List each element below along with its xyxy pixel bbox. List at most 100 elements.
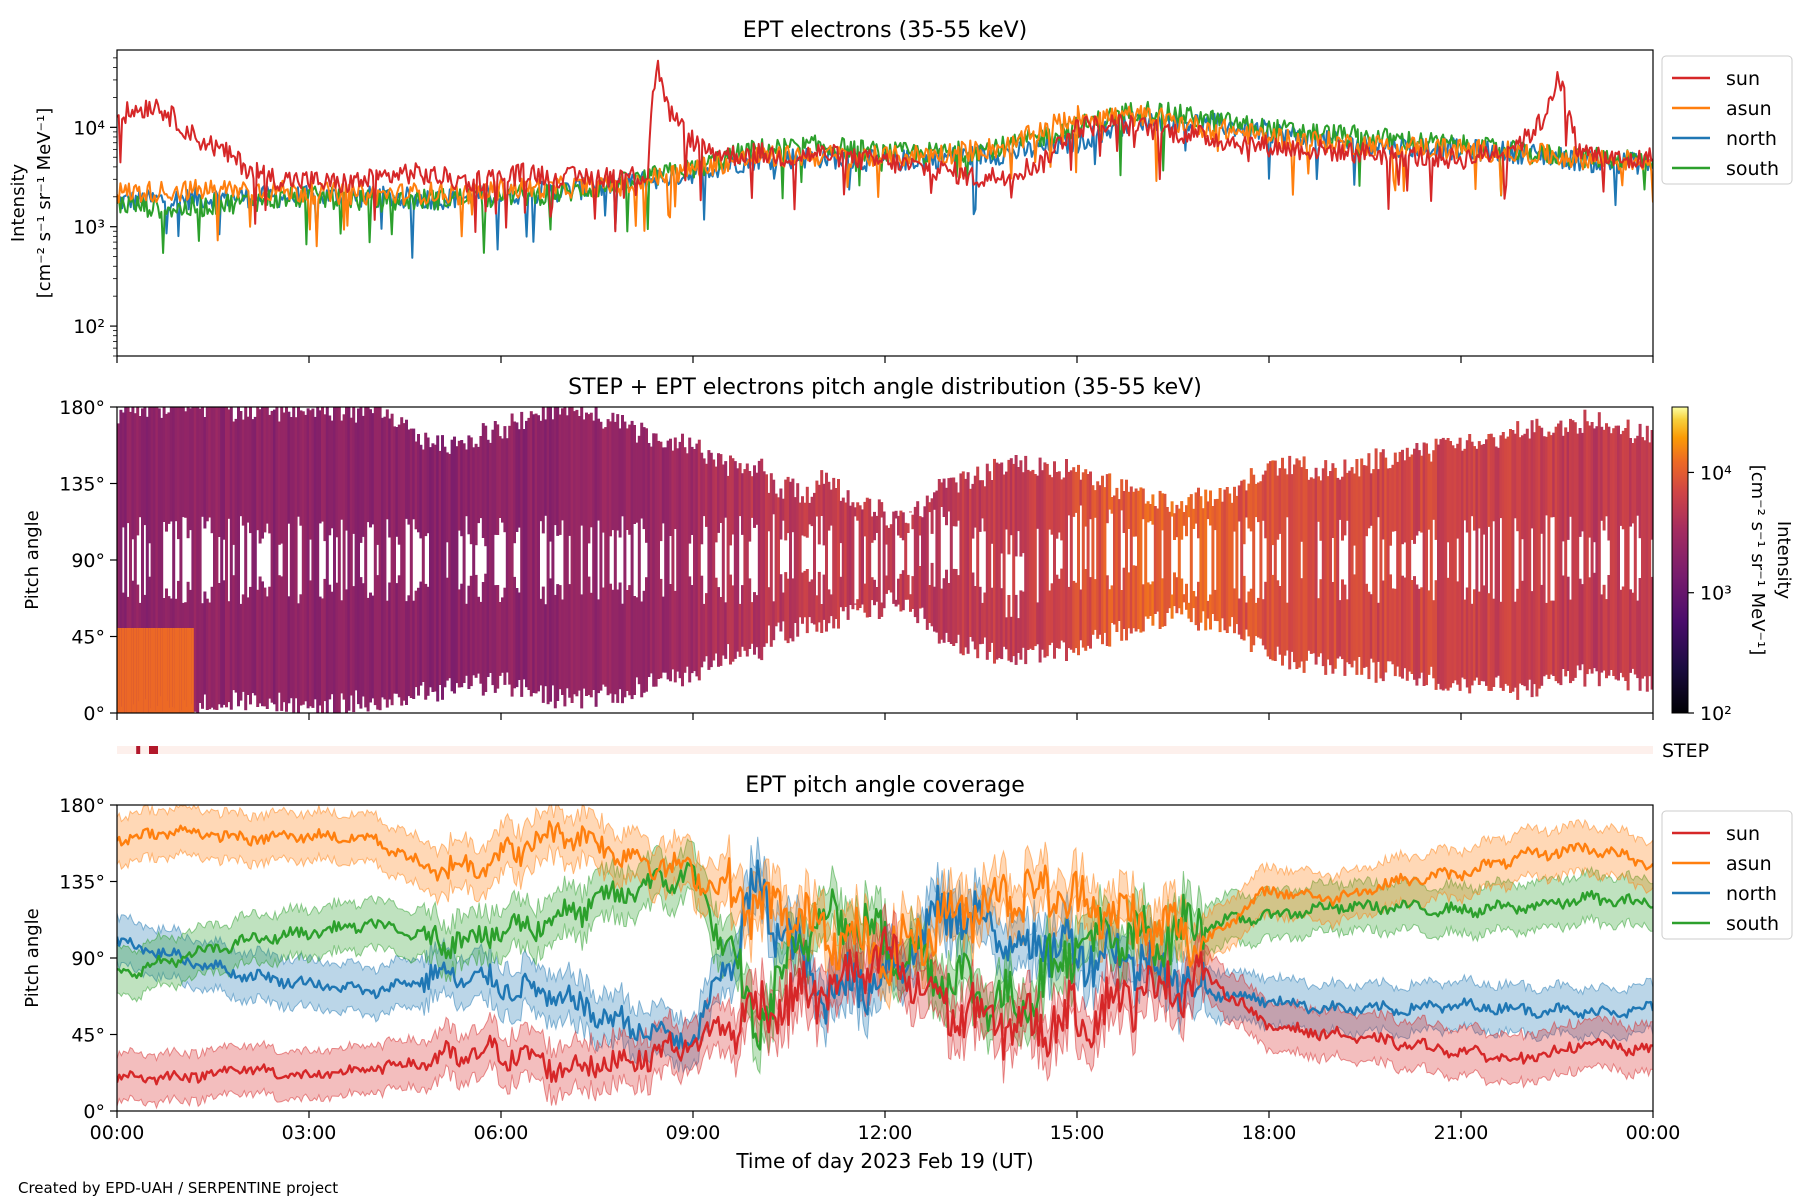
heatmap-cell <box>1629 438 1632 527</box>
heatmap-cell <box>1297 460 1301 668</box>
heatmap-cell <box>829 489 833 526</box>
heatmap-cell <box>630 420 634 700</box>
heatmap-cell <box>201 407 204 517</box>
heatmap-cell <box>359 577 363 709</box>
heatmap-cell <box>1009 616 1013 663</box>
heatmap-cell <box>702 603 706 662</box>
heatmap-cell <box>1554 426 1558 682</box>
heatmap-cell <box>1545 602 1548 675</box>
heatmap-cell <box>1324 460 1328 675</box>
heatmap-cell <box>1482 585 1486 682</box>
heatmap-cell-step <box>143 628 147 713</box>
heatmap-cell <box>359 407 363 543</box>
heatmap-cell <box>222 580 226 705</box>
heatmap-cell <box>1089 471 1092 520</box>
heatmap-cell <box>1247 483 1251 529</box>
heatmap-cell <box>198 408 202 703</box>
heatmap-cell <box>964 478 968 648</box>
heatmap-cell <box>1192 508 1196 529</box>
heatmap-cell <box>400 417 404 706</box>
colorbar <box>1671 406 1689 714</box>
heatmap-cell <box>210 407 214 534</box>
heatmap-cell <box>1566 431 1570 540</box>
heatmap-cell <box>1391 464 1395 532</box>
heatmap-cell <box>1110 585 1114 623</box>
heatmap-cell <box>1480 444 1484 682</box>
heatmap-cell <box>280 407 284 544</box>
heatmap-cell <box>1067 586 1071 649</box>
heatmap-cell <box>174 407 178 522</box>
heatmap-cell <box>484 425 488 547</box>
heatmap-cell <box>1465 587 1469 688</box>
heatmap-cell <box>1276 475 1280 540</box>
heatmap-cell <box>863 583 867 613</box>
heatmap-cell <box>1545 436 1548 516</box>
heatmap-cell <box>1422 442 1426 686</box>
legend-label-north: north <box>1726 128 1777 150</box>
heatmap-cell <box>661 596 665 673</box>
heatmap-cell <box>1307 479 1311 651</box>
heatmap-cell <box>208 602 212 710</box>
heatmap-cell <box>275 407 279 712</box>
heatmap-cell-step <box>133 628 137 713</box>
heatmap-cell <box>755 472 759 525</box>
heatmap-cell <box>933 492 936 510</box>
heatmap-cell <box>688 576 692 683</box>
heatmap-cell <box>493 421 497 535</box>
heatmap-cell <box>527 417 531 690</box>
heatmap-cell <box>743 469 747 651</box>
heatmap-cell <box>736 468 740 652</box>
legend-label-south: south <box>1726 158 1779 180</box>
heatmap-cell <box>817 484 821 545</box>
panel-pitch-angle-coverage: EPT pitch angle coverage 0° 45° 90° 135° 180… <box>22 773 1793 1173</box>
heatmap-cell <box>1614 425 1618 680</box>
legend-box <box>1661 810 1793 940</box>
heatmap-cell <box>1187 602 1191 619</box>
heatmap-cell <box>973 475 977 528</box>
heatmap-cell <box>201 603 204 709</box>
heatmap-cell <box>1540 584 1544 686</box>
heatmap-cell <box>1317 598 1320 657</box>
heatmap-cell <box>297 603 300 713</box>
heatmap-cell <box>268 586 272 699</box>
heatmap-cell <box>1045 463 1049 657</box>
heatmap-cell <box>417 587 420 696</box>
heatmap-cell <box>1055 574 1059 648</box>
heatmap-cell <box>983 486 987 532</box>
heatmap-cell <box>213 407 216 710</box>
heatmap-cell <box>498 602 502 676</box>
heatmap-cell <box>1180 578 1184 615</box>
heatmap-cell <box>1185 583 1188 610</box>
heatmap-cell <box>714 466 718 543</box>
heatmap-cell <box>383 416 387 700</box>
heatmap-cell <box>517 429 521 528</box>
heatmap-cell <box>1427 590 1431 675</box>
heatmap-cell-step <box>131 628 135 713</box>
heatmap-cell-step <box>148 628 152 713</box>
heatmap-cell <box>1235 495 1239 625</box>
heatmap-cell-step <box>179 628 183 713</box>
heatmap-cell <box>652 433 656 687</box>
heatmap-cell <box>822 574 826 620</box>
heatmap-cell <box>875 515 879 533</box>
heatmap-cell <box>887 527 891 591</box>
heatmap-cell <box>1413 576 1416 680</box>
heatmap-cell <box>882 511 886 609</box>
heatmap-cell <box>1350 467 1354 668</box>
heatmap-cell <box>513 576 516 689</box>
heatmap-cell <box>877 499 881 619</box>
heatmap-cell <box>791 578 795 642</box>
heatmap-cell <box>1257 482 1260 523</box>
heatmap-cell <box>988 471 992 652</box>
series-line-south <box>117 100 1653 254</box>
heatmap-cell <box>1648 442 1652 677</box>
heatmap-cell <box>1204 489 1208 631</box>
legend-label-asun: asun <box>1726 98 1772 120</box>
colorbar-tick-label: 10⁴ <box>1700 462 1732 484</box>
heatmap-cell <box>165 413 168 532</box>
heatmap-cell <box>1506 436 1510 686</box>
heatmap-cell <box>544 419 548 516</box>
heatmap-cell <box>203 591 207 695</box>
heatmap-cell <box>1089 577 1092 649</box>
heatmap-cell <box>1261 599 1265 646</box>
